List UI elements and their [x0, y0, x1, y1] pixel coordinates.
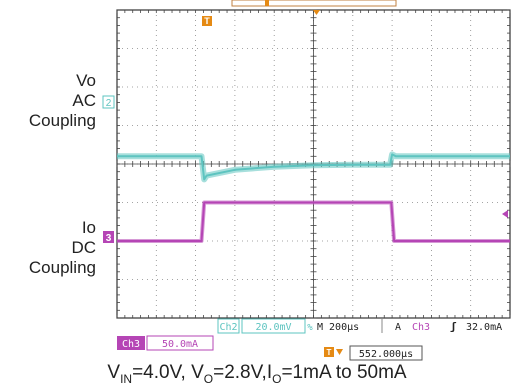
trace-ch3 [117, 201, 510, 242]
ch3-readout-label: Ch3 [122, 339, 140, 350]
vo-label-line3: Coupling [28, 111, 96, 130]
caption-vo-value: =2.8V, [213, 362, 267, 383]
trigger-pos-marker-text: T [327, 348, 332, 357]
caption-vin-sub: IN [120, 371, 133, 386]
ch2-readout-label: Ch2 [219, 322, 237, 333]
trigger-channel-text: Ch3 [412, 322, 430, 333]
caption-vin-value: =4.0V, [132, 362, 192, 383]
acquisition-mode-text: A [395, 322, 401, 333]
ch3-readout-tag [117, 336, 145, 350]
io-label-line2: DC [71, 238, 96, 257]
trigger-point-icon [313, 10, 320, 15]
io-label-line3: Coupling [28, 258, 96, 277]
ch2-ref-marker [102, 95, 115, 109]
caption-io-sub: O [272, 371, 282, 386]
trigger-marker-text: T [204, 16, 210, 26]
vo-label: Vo AC Coupling [29, 71, 96, 131]
trigger-position-marker [202, 16, 212, 26]
caption-vin: V [107, 362, 121, 383]
ch2-readout-tag [217, 318, 240, 334]
trigger-pos-marker [324, 347, 334, 357]
record-view-bar [231, 0, 397, 7]
ch2-scale-text: 20.0mV [255, 322, 291, 333]
ch3-scale-box [146, 335, 214, 351]
test-conditions-caption: VIN=4.0V, VO=2.8V,IO=1mA to 50mA [0, 362, 514, 386]
traces [117, 151, 510, 243]
ch2-ref-text: 2 [106, 98, 112, 109]
trigger-pos-arrow-icon [336, 349, 343, 355]
caption-vo-sub: O [203, 371, 214, 386]
trigger-slope-icon: ʃ [450, 320, 457, 333]
ch3-scale-text: 50.0mA [162, 339, 198, 350]
graticule [116, 9, 511, 319]
trigger-level-arrow-icon [502, 210, 508, 218]
ch2-bandwidth-icon: % [307, 323, 313, 333]
vo-label-line1: Vo [76, 71, 96, 90]
vo-label-line2: AC [72, 91, 96, 110]
trigger-pos-box [349, 345, 423, 361]
io-label: Io DC Coupling [29, 218, 96, 278]
ch3-ref-marker [103, 231, 114, 243]
record-view-marker [265, 0, 269, 6]
trigger-level-text: 32.0mA [466, 322, 502, 333]
io-label-line1: Io [81, 218, 96, 237]
caption-vo: V [191, 362, 204, 383]
trigger-pos-text: 552.000µs [359, 349, 413, 360]
caption-io-value: =1mA to 50mA [281, 362, 407, 383]
caption-io: I [266, 362, 273, 383]
trace-ch2 [117, 153, 510, 181]
time-base-text: M 200µs [317, 322, 359, 333]
ch2-scale-box [241, 318, 306, 334]
ch3-ref-text: 3 [106, 233, 112, 244]
